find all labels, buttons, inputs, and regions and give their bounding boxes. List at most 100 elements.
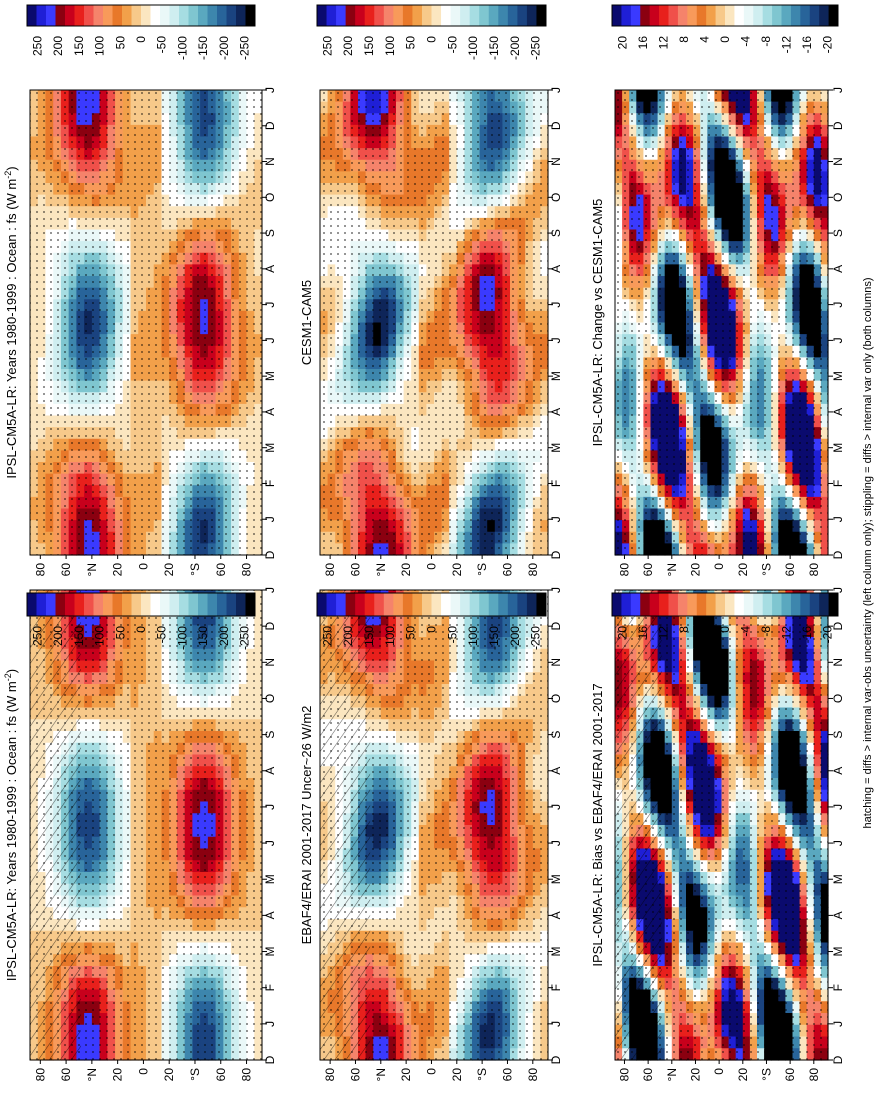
month-tick-label: J [549,587,563,593]
colorbar-swatch [488,593,499,616]
colorbar-swatch [364,593,375,616]
plot-frame [29,589,263,1061]
lat-tick-label: °S [188,1068,202,1081]
colorbar-swatch [55,593,66,616]
lat-tick-label: 20 [450,1068,464,1082]
colorbar-frame [316,592,547,617]
month-tick-label: A [263,767,277,775]
month-tick-label: F [263,984,277,991]
lat-tick-label: 20 [111,1068,125,1082]
colorbar-tick-label: -150 [487,626,501,650]
colorbar-swatch [27,5,37,26]
colorbar-tick-label: 0 [134,36,148,43]
colorbar-swatch [46,5,56,26]
colorbar-swatch [336,593,347,616]
month-tick-label: J [263,87,277,93]
month-tick-label: J [549,1021,563,1027]
colorbar-swatch [460,593,471,616]
colorbar-swatch [217,5,227,26]
lat-tick-label: °N [374,1068,388,1081]
colorbar-swatch [160,593,170,616]
colorbar-swatch [103,593,113,616]
colorbar-tick-label: 100 [383,626,397,646]
colorbar-tick-label: -100 [175,626,189,650]
lat-tick-label: °N [85,1068,99,1081]
colorbar-tick-label: 150 [362,626,376,646]
plot-frame [29,89,263,556]
panel-title-tail: ) [4,166,19,170]
colorbar-swatch [536,593,547,616]
month-tick-label: J [549,804,563,810]
lat-tick-label: 60 [500,1068,514,1082]
month-tick-label: J [263,302,277,308]
hatching-overlay [30,590,82,1060]
colorbar-swatch [36,5,47,26]
colorbar-tick-label: 50 [113,626,127,640]
colorbar-swatch [374,593,385,616]
lat-tick-label: 20 [162,563,176,577]
colorbar-swatch [326,593,337,616]
lat-tick-label: 0 [136,563,150,570]
colorbar-swatch [188,593,199,616]
month-tick-label: J [263,587,277,593]
colorbar-swatch [122,5,132,26]
month-tick-label: N [263,658,277,667]
panel-title-main: EBAF4/ERAI 2001-2017 Uncer~26 W/m2 [299,706,314,945]
colorbar-swatch [150,5,161,26]
colorbar-swatch [169,593,180,616]
colorbar-tick-label: 100 [93,626,107,646]
lat-tick-label: 0 [136,1068,150,1075]
colorbar-swatch [207,5,218,26]
colorbar-swatch [217,593,227,616]
colorbar-swatch [236,5,246,26]
month-tick-label: J [263,804,277,810]
colorbar-tick-label: -50 [445,626,459,644]
month-tick-label: D [549,1055,563,1064]
lat-tick-label: 80 [323,1068,337,1082]
colorbar-swatch [198,5,208,26]
lat-tick-label: 60 [214,563,228,577]
colorbar-swatch [226,593,237,616]
colorbar-swatch [122,593,132,616]
lat-tick-label: °N [85,563,99,576]
colorbar-tick-label: -250 [529,626,543,650]
colorbar-swatch [141,5,151,26]
colorbar-tick-label: -200 [508,626,522,650]
colorbar-tick-label: -100 [466,626,480,650]
colorbar-swatch [317,593,327,616]
colorbar-tick-label: 250 [30,36,44,56]
colorbar-swatch [179,5,189,26]
month-tick-label: M [549,874,563,884]
colorbar-swatch [498,593,509,616]
month-tick-label: J [263,516,277,522]
colorbar-swatch [517,593,528,616]
colorbar-tick-label: -100 [175,36,189,60]
month-tick-label: D [549,621,563,630]
colorbar-tick-label: -200 [217,626,231,650]
colorbar-swatch [84,593,94,616]
colorbar-swatch [93,593,104,616]
month-tick-label: O [263,193,277,202]
colorbar-frame [26,592,256,617]
colorbar-tick-label: 100 [93,36,107,56]
colorbar-tick-label: 250 [30,626,44,646]
lat-tick-label: 80 [240,1068,254,1082]
panel-title-tail: ) [4,669,19,673]
month-tick-label: J [263,1021,277,1027]
colorbar-tick-label: 50 [404,626,418,640]
month-tick-label: O [263,694,277,703]
stippling-overlay [30,90,262,555]
lat-tick-label: 60 [59,1068,73,1082]
lat-tick-label: 20 [162,1068,176,1082]
colorbar-swatch [450,593,461,616]
month-tick-label: M [263,371,277,381]
colorbar-swatch [169,5,180,26]
lat-tick-label: 60 [348,1068,362,1082]
colorbar-frame [26,4,256,27]
month-tick-label: F [263,480,277,487]
colorbar-swatch [207,593,218,616]
month-tick-label: A [263,265,277,273]
colorbar-tick-label: -50 [155,36,169,54]
colorbar-swatch [383,593,394,616]
